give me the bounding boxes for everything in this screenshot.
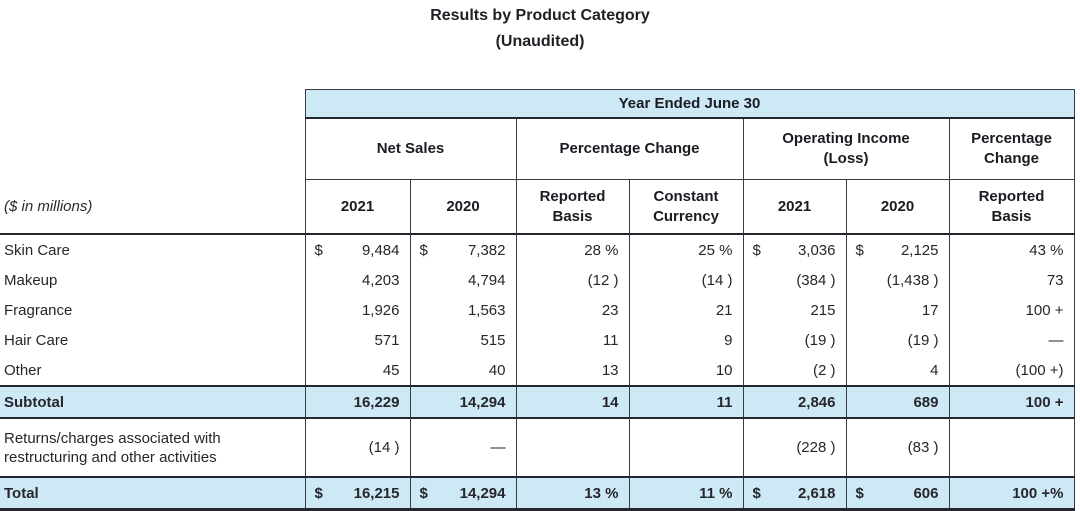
table-cell: 100 + (949, 295, 1075, 325)
table-cell: 100 + (949, 385, 1075, 419)
table-cell: 45 (304, 355, 411, 386)
returns-row: Returns/charges associated with restruct… (0, 418, 1075, 478)
table-cell: $3,036 (743, 234, 847, 265)
table-cell: (14 ) (304, 418, 411, 478)
table-cell: 689 (846, 385, 950, 419)
table-cell: 73 (949, 265, 1075, 295)
group-percentage-change-2: Percentage Change (949, 118, 1075, 180)
group-operating-income: Operating Income (Loss) (743, 118, 950, 180)
colhead-reported-basis-2: Reported Basis (949, 179, 1075, 235)
column-header-row: ($ in millions) 2021 2020 Reported Basis … (0, 179, 1075, 235)
table-cell: — (949, 325, 1075, 355)
table-cell: 215 (743, 295, 847, 325)
table-cell: $606 (846, 477, 950, 511)
table-cell: 21 (629, 295, 744, 325)
table-row-fragrance: Fragrance 1,926 1,563 23 21 215 17 100 + (0, 295, 1075, 325)
table-row-hair-care: Hair Care 571 515 11 9 (19 ) (19 ) — (0, 325, 1075, 355)
table-cell: (384 ) (743, 265, 847, 295)
colhead-oi-2020: 2020 (846, 179, 950, 235)
colhead-ns-2021: 2021 (304, 179, 411, 235)
colhead-oi-2021: 2021 (743, 179, 847, 235)
table-cell: 23 (516, 295, 630, 325)
group-spacer (0, 118, 305, 180)
table-cell: $14,294 (410, 477, 517, 511)
table-cell: $7,382 (410, 234, 517, 265)
table-cell: 9 (629, 325, 744, 355)
table-cell: 2,846 (743, 385, 847, 419)
row-label: Makeup (4, 271, 58, 289)
table-cell: 14 (516, 385, 630, 419)
table-row-other: Other 45 40 13 10 (2 ) 4 (100 +) (0, 355, 1075, 386)
report-title-line2: (Unaudited) (495, 33, 585, 50)
table-cell: (19 ) (846, 325, 950, 355)
table-cell: 515 (410, 325, 517, 355)
total-label: Total (0, 477, 305, 511)
table-cell: 13 (516, 355, 630, 386)
table-cell: $2,125 (846, 234, 950, 265)
table-cell (629, 418, 744, 478)
table-cell: 10 (629, 355, 744, 386)
table-cell: 1,563 (410, 295, 517, 325)
table-cell: 17 (846, 295, 950, 325)
colhead-reported-basis: Reported Basis (516, 179, 630, 235)
table-row-makeup: Makeup 4,203 4,794 (12 ) (14 ) (384 ) (1… (0, 265, 1075, 295)
group-net-sales: Net Sales (304, 118, 517, 180)
table-cell: $16,215 (304, 477, 411, 511)
group-header-row: Net Sales Percentage Change Operating In… (0, 118, 1075, 180)
table-cell: 11 (629, 385, 744, 419)
table-cell: (2 ) (743, 355, 847, 386)
table-cell: (228 ) (743, 418, 847, 478)
table-cell (516, 418, 630, 478)
table-cell: 4,794 (410, 265, 517, 295)
table-cell: 40 (410, 355, 517, 386)
table-cell: 4 (846, 355, 950, 386)
subtotal-label: Subtotal (0, 385, 305, 419)
results-table: Year Ended June 30 Net Sales Percentage … (0, 89, 1075, 511)
row-label: Skin Care (4, 241, 70, 259)
row-label: Hair Care (4, 331, 69, 349)
report-title-line1: Results by Product Category (430, 7, 650, 24)
table-cell (949, 418, 1075, 478)
table-cell: (19 ) (743, 325, 847, 355)
table-cell: 14,294 (410, 385, 517, 419)
table-cell: 16,229 (304, 385, 411, 419)
subtotal-row: Subtotal 16,229 14,294 14 11 2,846 689 1… (0, 385, 1075, 419)
group-percentage-change: Percentage Change (516, 118, 744, 180)
table-cell: (1,438 ) (846, 265, 950, 295)
table-cell: — (410, 418, 517, 478)
table-row-skin-care: Skin Care $9,484 $7,382 28 % 25 % $3,036… (0, 234, 1075, 265)
table-cell: (100 +) (949, 355, 1075, 386)
table-cell: $2,618 (743, 477, 847, 511)
table-cell: $9,484 (304, 234, 411, 265)
table-cell: 4,203 (304, 265, 411, 295)
row-label: Fragrance (4, 301, 73, 319)
table-cell: 28 % (516, 234, 630, 265)
table-cell: 11 % (629, 477, 744, 511)
table-cell: 13 % (516, 477, 630, 511)
table-cell: (12 ) (516, 265, 630, 295)
table-cell: 43 % (949, 234, 1075, 265)
table-cell: (14 ) (629, 265, 744, 295)
total-row: Total $16,215 $14,294 13 % 11 % $2,618 $… (0, 477, 1075, 511)
band-spacer (0, 90, 305, 119)
table-cell: 25 % (629, 234, 744, 265)
table-cell: 571 (304, 325, 411, 355)
returns-label: Returns/charges associated with restruct… (0, 418, 305, 478)
colhead-constant-currency: Constant Currency (629, 179, 744, 235)
row-label: Other (4, 361, 42, 379)
table-cell: 100 +% (949, 477, 1075, 511)
band-row: Year Ended June 30 (0, 89, 1075, 119)
report-title: Results by Product Category (Unaudited) (0, 0, 1080, 55)
table-cell: (83 ) (846, 418, 950, 478)
millions-note: ($ in millions) (0, 179, 305, 235)
band-header: Year Ended June 30 (304, 89, 1075, 119)
colhead-ns-2020: 2020 (410, 179, 517, 235)
table-cell: 11 (516, 325, 630, 355)
table-cell: 1,926 (304, 295, 411, 325)
